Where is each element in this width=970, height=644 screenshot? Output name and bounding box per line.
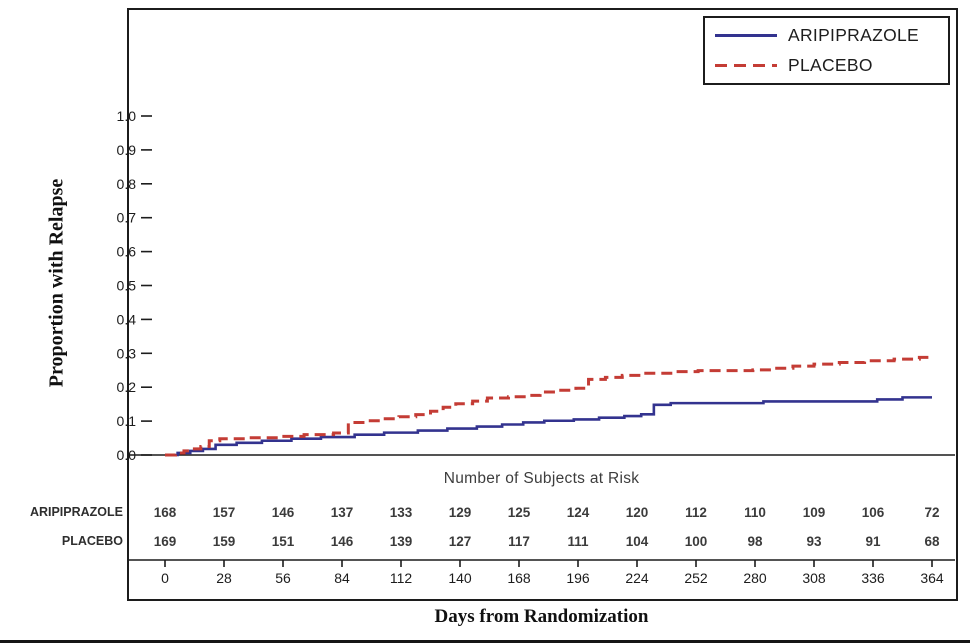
plot-border: [127, 8, 958, 601]
aripiprazole-line-swatch: [715, 34, 777, 37]
placebo-line-swatch: [715, 64, 777, 67]
risk-row-label-placebo: PLACEBO: [61, 534, 123, 548]
risk-table-title: Number of Subjects at Risk: [443, 470, 640, 487]
legend-label-aripiprazole: ARIPIPRAZOLE: [788, 25, 919, 45]
x-axis-label: Days from Randomization: [434, 606, 649, 627]
y-axis-label: Proportion with Relapse: [45, 178, 68, 388]
risk-row-label-aripiprazole: ARIPIPRAZOLE: [29, 505, 123, 519]
bottom-rule: [0, 640, 970, 643]
legend-label-placebo: PLACEBO: [788, 55, 873, 75]
legend-item-aripiprazole: ARIPIPRAZOLE: [715, 25, 938, 46]
legend: ARIPIPRAZOLE PLACEBO: [703, 16, 950, 85]
legend-item-placebo: PLACEBO: [715, 55, 938, 76]
